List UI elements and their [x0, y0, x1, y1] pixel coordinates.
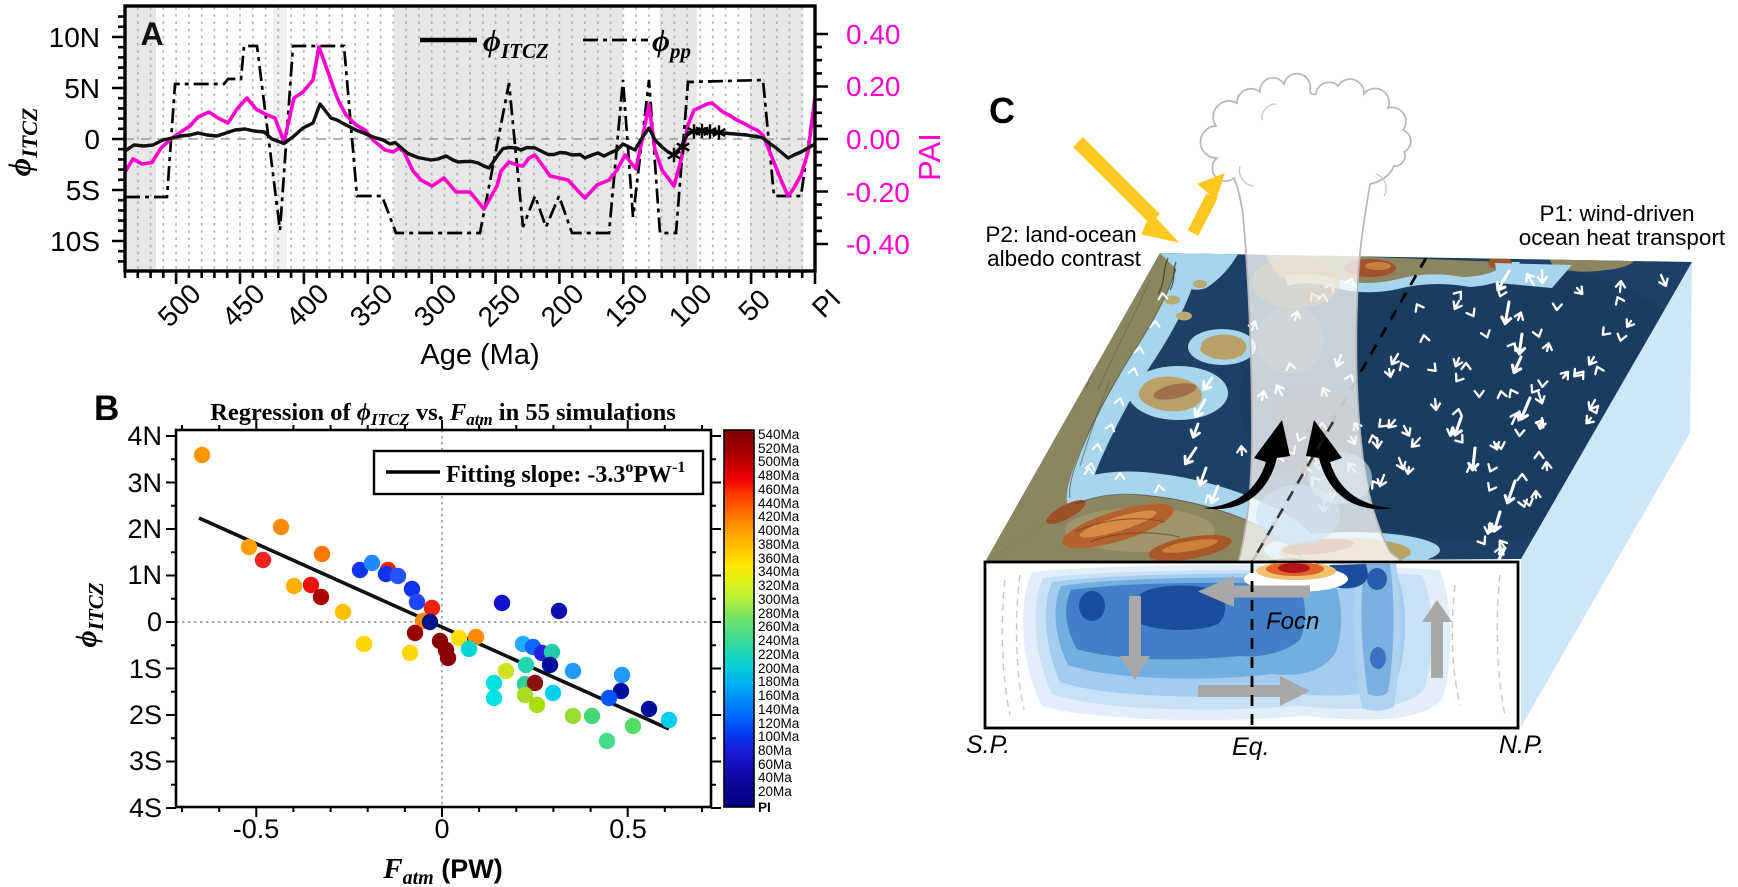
svg-text:A: A — [140, 16, 163, 52]
svg-text:400Ma: 400Ma — [758, 523, 800, 538]
svg-text:420Ma: 420Ma — [758, 509, 800, 524]
svg-text:3S: 3S — [129, 746, 162, 776]
svg-text:ocean heat transport: ocean heat transport — [1519, 225, 1726, 250]
svg-text:60Ma: 60Ma — [758, 757, 792, 772]
svg-text:160Ma: 160Ma — [758, 688, 800, 703]
svg-text:Fatm (PW): Fatm (PW) — [382, 853, 502, 887]
svg-text:260Ma: 260Ma — [758, 619, 800, 634]
svg-text:0: 0 — [84, 124, 100, 155]
svg-text:320Ma: 320Ma — [758, 578, 800, 593]
svg-text:0: 0 — [434, 814, 449, 844]
svg-text:ϕITCZ: ϕITCZ — [483, 23, 549, 63]
svg-text:80Ma: 80Ma — [758, 743, 792, 758]
svg-text:460Ma: 460Ma — [758, 482, 800, 497]
svg-text:20Ma: 20Ma — [758, 784, 792, 799]
svg-text:-0.20: -0.20 — [846, 177, 910, 208]
svg-text:10N: 10N — [49, 22, 100, 53]
svg-text:0.5: 0.5 — [609, 814, 647, 844]
svg-text:0.20: 0.20 — [846, 71, 901, 102]
svg-text:140Ma: 140Ma — [758, 702, 800, 717]
svg-text:120Ma: 120Ma — [758, 716, 800, 731]
svg-text:-0.40: -0.40 — [846, 229, 910, 260]
svg-text:P1: wind-driven: P1: wind-driven — [1539, 201, 1694, 226]
svg-text:0.40: 0.40 — [846, 19, 901, 50]
svg-text:10S: 10S — [50, 226, 100, 257]
svg-text:200Ma: 200Ma — [758, 661, 800, 676]
svg-text:-0.5: -0.5 — [233, 814, 280, 844]
svg-text:1S: 1S — [129, 654, 162, 684]
svg-text:Focn: Focn — [1266, 608, 1319, 635]
svg-text:B: B — [94, 389, 119, 428]
svg-text:Eq.: Eq. — [1232, 733, 1270, 761]
svg-text:N.P.: N.P. — [1499, 731, 1544, 759]
svg-text:2S: 2S — [129, 700, 162, 730]
svg-text:300Ma: 300Ma — [758, 592, 800, 607]
svg-text:440Ma: 440Ma — [758, 496, 800, 511]
svg-text:360Ma: 360Ma — [758, 551, 800, 566]
svg-text:4S: 4S — [129, 793, 162, 823]
svg-text:5S: 5S — [66, 175, 100, 206]
svg-text:Regression of ϕITCZ vs. Fatm: Regression of ϕITCZ vs. Fatm in 55 simul… — [210, 399, 676, 429]
svg-text:S.P.: S.P. — [966, 731, 1010, 759]
svg-text:40Ma: 40Ma — [758, 770, 792, 785]
svg-text:3N: 3N — [127, 468, 162, 498]
svg-text:340Ma: 340Ma — [758, 564, 800, 579]
svg-text:4N: 4N — [127, 421, 162, 451]
svg-text:P2: land-ocean: P2: land-ocean — [985, 222, 1136, 247]
svg-text:240Ma: 240Ma — [758, 633, 800, 648]
svg-text:PI: PI — [758, 800, 771, 815]
svg-text:1N: 1N — [127, 560, 162, 590]
svg-text:0: 0 — [147, 607, 162, 637]
svg-text:380Ma: 380Ma — [758, 537, 800, 552]
svg-text:Fitting slope: -3.3oPW-1: Fitting slope: -3.3oPW-1 — [446, 459, 685, 488]
svg-text:480Ma: 480Ma — [758, 468, 800, 483]
svg-text:540Ma: 540Ma — [758, 427, 800, 442]
svg-text:280Ma: 280Ma — [758, 606, 800, 621]
svg-text:500Ma: 500Ma — [758, 454, 800, 469]
svg-text:C: C — [989, 90, 1015, 131]
svg-text:180Ma: 180Ma — [758, 674, 800, 689]
svg-text:5N: 5N — [64, 73, 100, 104]
svg-text:PAI: PAI — [912, 133, 947, 181]
svg-text:520Ma: 520Ma — [758, 441, 800, 456]
svg-text:100Ma: 100Ma — [758, 729, 800, 744]
svg-text:Age (Ma): Age (Ma) — [420, 339, 539, 371]
svg-text:0.00: 0.00 — [846, 124, 901, 155]
svg-text:220Ma: 220Ma — [758, 647, 800, 662]
svg-text:2N: 2N — [127, 514, 162, 544]
svg-text:albedo contrast: albedo contrast — [987, 246, 1142, 271]
